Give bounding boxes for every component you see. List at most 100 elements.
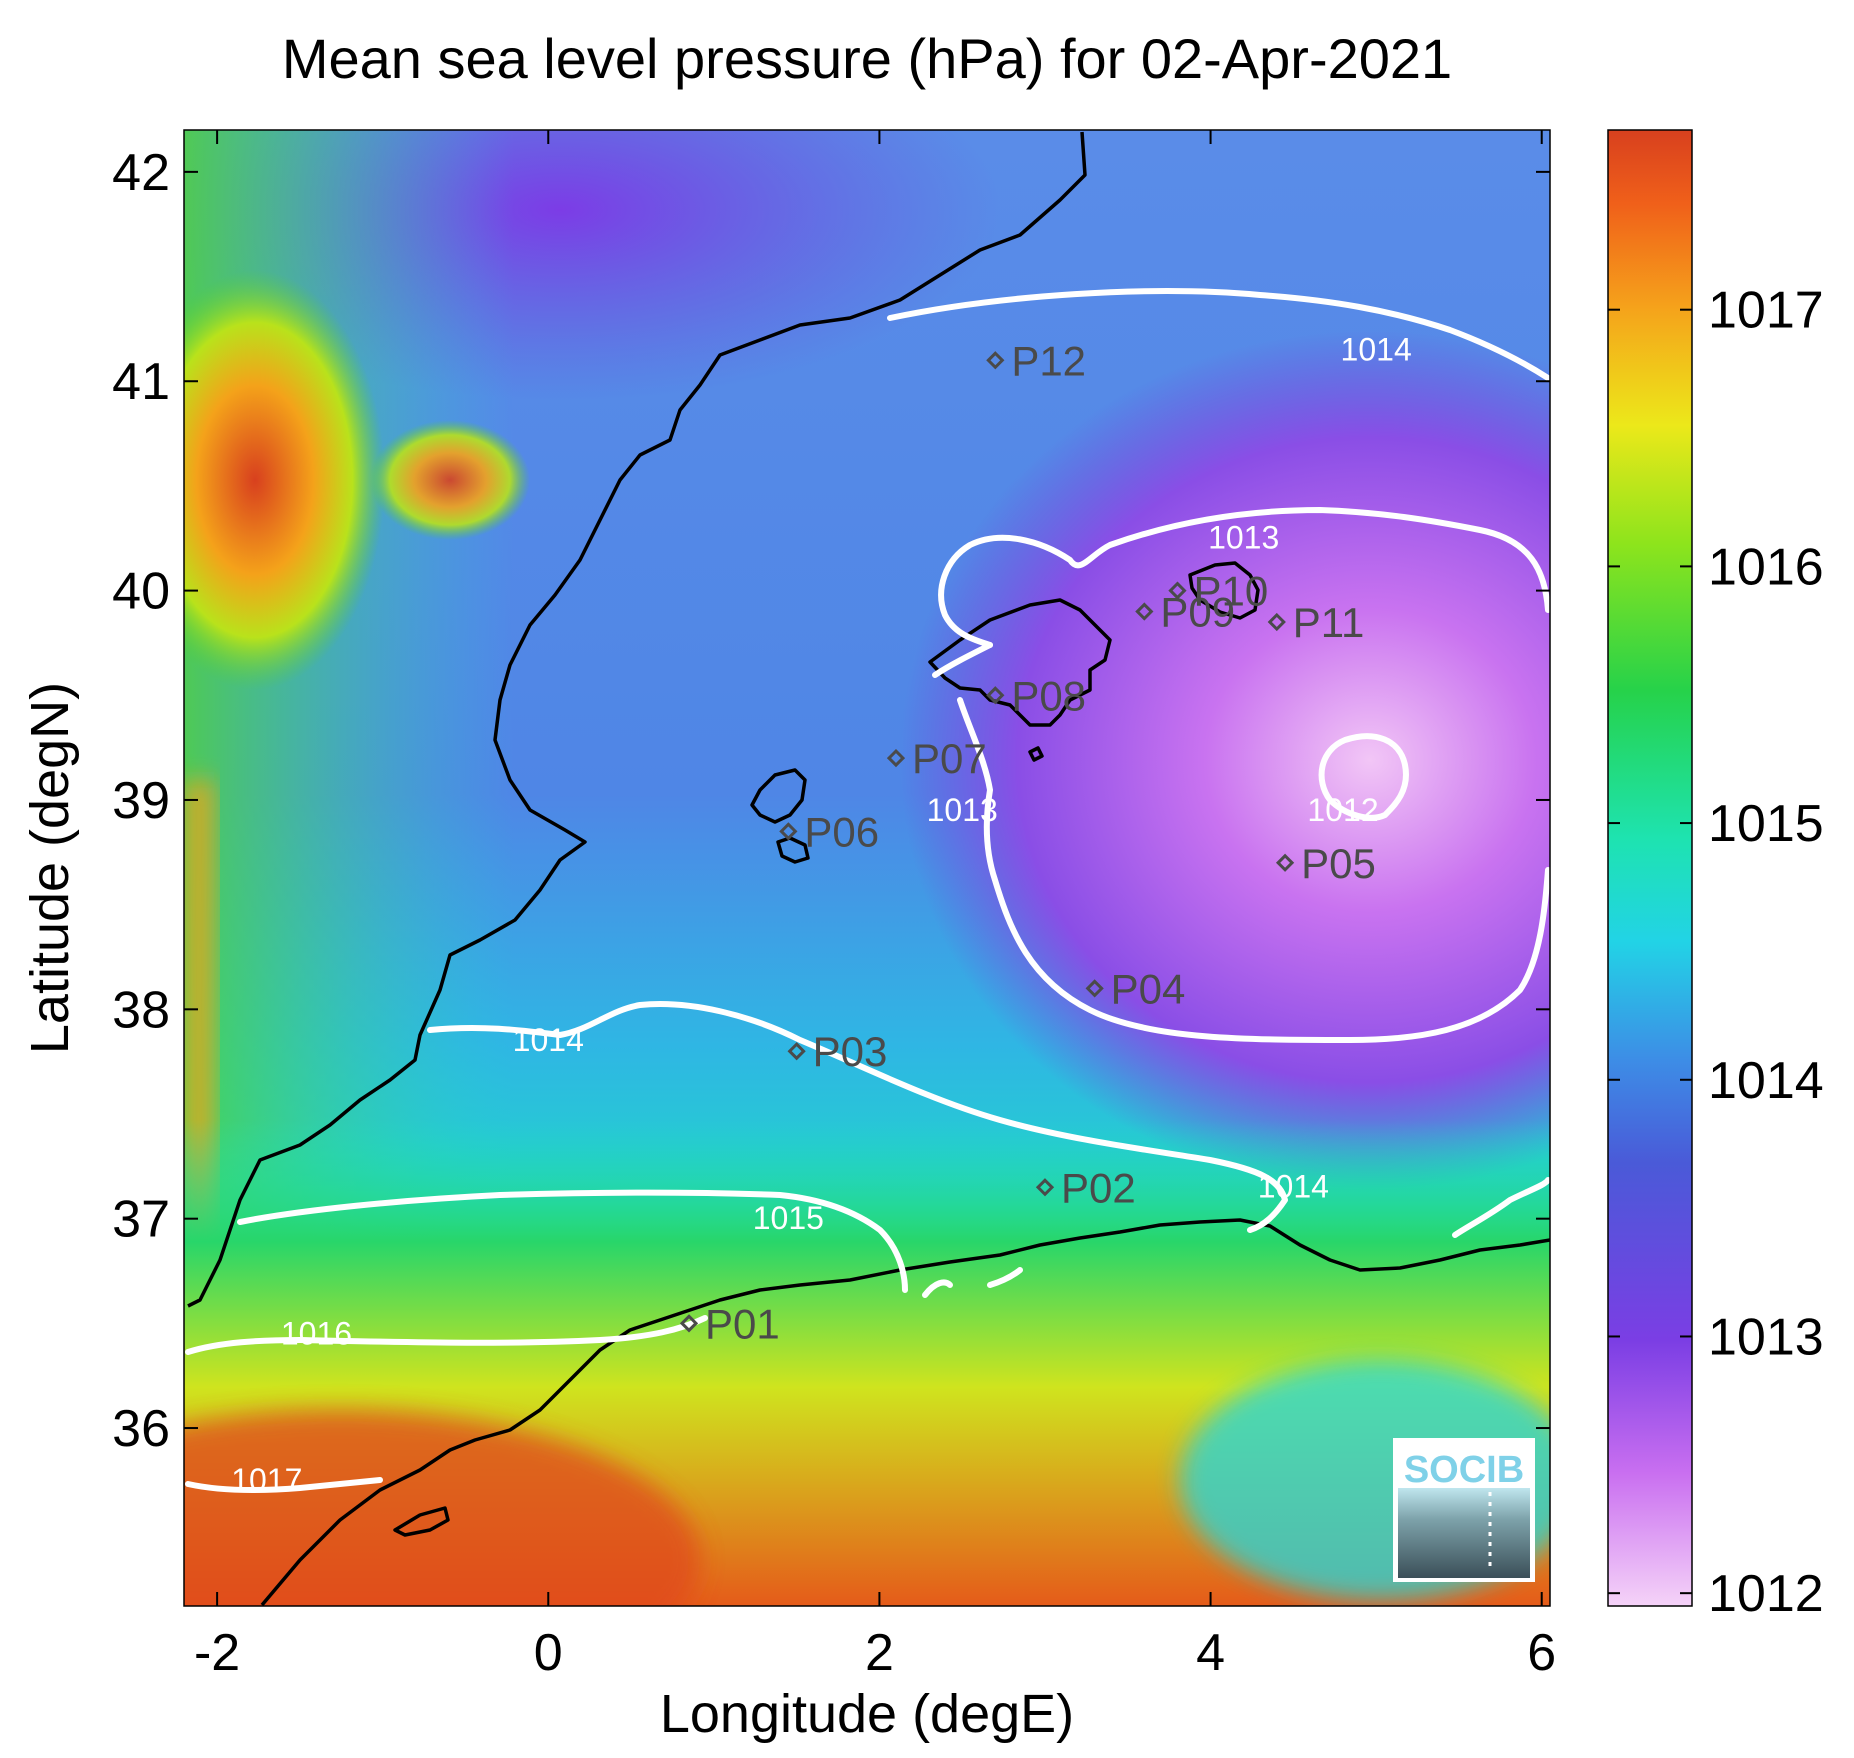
isobar-1014-south	[427, 1001, 1550, 1238]
coastline-menorca	[1188, 561, 1260, 620]
isobar-label: 1014	[513, 1022, 584, 1058]
station-marker-icon	[1267, 612, 1286, 632]
station-p06[interactable]: P06	[779, 808, 879, 855]
station-marker-icon	[787, 1042, 806, 1061]
isobar-label: 1013	[1208, 520, 1279, 556]
station-label: P02	[1061, 1164, 1136, 1211]
station-p05[interactable]: P05	[1275, 840, 1376, 887]
isobar-label: 1014	[1341, 331, 1412, 367]
colorbar-tick-label: 1017	[1708, 282, 1824, 340]
isobar-1017	[185, 1477, 383, 1494]
station-label: P08	[1011, 672, 1086, 719]
coastlines	[187, 131, 1550, 1606]
isobar-label: 1017	[231, 1462, 302, 1498]
station-label: P04	[1111, 965, 1186, 1012]
x-axis-label: Longitude (degE)	[660, 1684, 1074, 1744]
isobar-labels: 1014 1013 1013 1012 1014 1014 1015 1016 1017	[231, 331, 1412, 1498]
map-plot-area: 1014 1013 1013 1012 1014 1014 1015 1016 1017 P01…	[184, 130, 1550, 1606]
pressure-low-east	[900, 330, 1550, 1190]
station-p10[interactable]: P10	[1168, 568, 1268, 615]
pressure-high-west	[184, 270, 385, 690]
colorbar-tick-label: 1012	[1708, 1565, 1824, 1623]
isobar-1013-east	[938, 507, 1550, 648]
y-axis-label: Latitude (degN)	[20, 682, 80, 1054]
isobars	[185, 288, 1550, 1494]
station-label: P11	[1293, 599, 1365, 646]
y-tick-label: 42	[112, 144, 170, 202]
isobar-label: 1013	[927, 792, 998, 828]
station-marker-icon	[1275, 853, 1295, 872]
station-label: P05	[1301, 840, 1376, 887]
x-tick-label: 2	[865, 1624, 894, 1682]
station-label: P01	[705, 1300, 780, 1347]
isobar-1015	[237, 1189, 1023, 1298]
coastline-north-africa	[260, 1218, 1550, 1606]
isobar-label: 1016	[281, 1315, 352, 1351]
y-tick-label: 37	[112, 1191, 170, 1249]
station-label: P12	[1011, 337, 1086, 384]
x-tick-label: 0	[534, 1624, 563, 1682]
station-label: P06	[804, 808, 879, 855]
y-axis: 36 37 38 39 40 41 42	[112, 144, 1550, 1458]
station-label: P07	[912, 735, 987, 782]
station-p03[interactable]: P03	[787, 1028, 888, 1075]
station-marker-icon	[1135, 602, 1154, 621]
x-tick-label: 4	[1196, 1624, 1225, 1682]
y-tick-label: 41	[112, 353, 170, 411]
station-marker-icon	[1035, 1178, 1055, 1197]
logo-text: SOCIB	[1404, 1449, 1524, 1491]
isobar-label: 1012	[1307, 792, 1378, 828]
station-p12[interactable]: P12	[986, 337, 1086, 384]
station-p11[interactable]: P11	[1267, 599, 1365, 646]
y-tick-label: 38	[112, 981, 170, 1039]
station-p09[interactable]: P09	[1135, 589, 1235, 636]
y-tick-label: 39	[112, 772, 170, 830]
station-marker-icon	[986, 351, 1005, 370]
pressure-high-southwest	[184, 1410, 700, 1606]
plot-frame	[183, 129, 1551, 1607]
station-marker-icon	[886, 748, 906, 768]
isobar-1014-north	[887, 288, 1550, 381]
station-label: P10	[1193, 568, 1268, 615]
station-marker-icon	[986, 686, 1005, 705]
y-tick-label: 36	[112, 1400, 170, 1458]
station-p02[interactable]: P02	[1035, 1164, 1136, 1211]
colorbar-tick-label: 1014	[1708, 1052, 1824, 1110]
station-p08[interactable]: P08	[986, 672, 1086, 719]
chart-title: Mean sea level pressure (hPa) for 02-Apr…	[282, 27, 1452, 90]
coastline-cabrera	[1028, 746, 1044, 762]
station-label: P09	[1160, 589, 1235, 636]
x-tick-label: 6	[1527, 1624, 1556, 1682]
station-marker-icon	[779, 822, 798, 841]
station-p01[interactable]: P01	[679, 1300, 780, 1347]
isobar-label: 1015	[753, 1200, 824, 1236]
isobar-1012-loop	[1318, 733, 1409, 821]
x-tick-label: -2	[194, 1624, 240, 1682]
station-marker-icon	[1168, 581, 1187, 600]
colorbar-gradient	[1607, 129, 1693, 1607]
isobar-1013-loop	[932, 642, 1550, 1043]
isobar-label: 1014	[1258, 1169, 1329, 1205]
station-p07[interactable]: P07	[886, 735, 987, 782]
colorbar-tick-label: 1013	[1708, 1308, 1824, 1366]
colorbar-tick-label: 1015	[1708, 795, 1824, 853]
coastline-alboran	[393, 1506, 450, 1537]
isobar-1016	[185, 1315, 708, 1355]
station-p04[interactable]: P04	[1085, 965, 1186, 1012]
y-tick-label: 40	[112, 563, 170, 621]
colorbar: 1012 1013 1014 1015 1016 1017	[1607, 129, 1824, 1623]
station-marker-icon	[1085, 979, 1104, 998]
station-label: P03	[813, 1028, 888, 1075]
coastline-ibiza	[750, 768, 807, 824]
colorbar-tick-label: 1016	[1708, 538, 1824, 596]
colorbar-ticks: 1012 1013 1014 1015 1016 1017	[1608, 282, 1824, 1623]
x-axis: -2 0 2 4 6	[194, 130, 1556, 1682]
logo-gradient	[1398, 1488, 1530, 1578]
coastline-mallorca	[928, 598, 1112, 727]
socib-logo: SOCIB	[1393, 1438, 1535, 1582]
station-marker-icon	[679, 1314, 699, 1333]
pressure-high-inland	[370, 420, 530, 540]
coastline-iberia	[187, 131, 1087, 1308]
